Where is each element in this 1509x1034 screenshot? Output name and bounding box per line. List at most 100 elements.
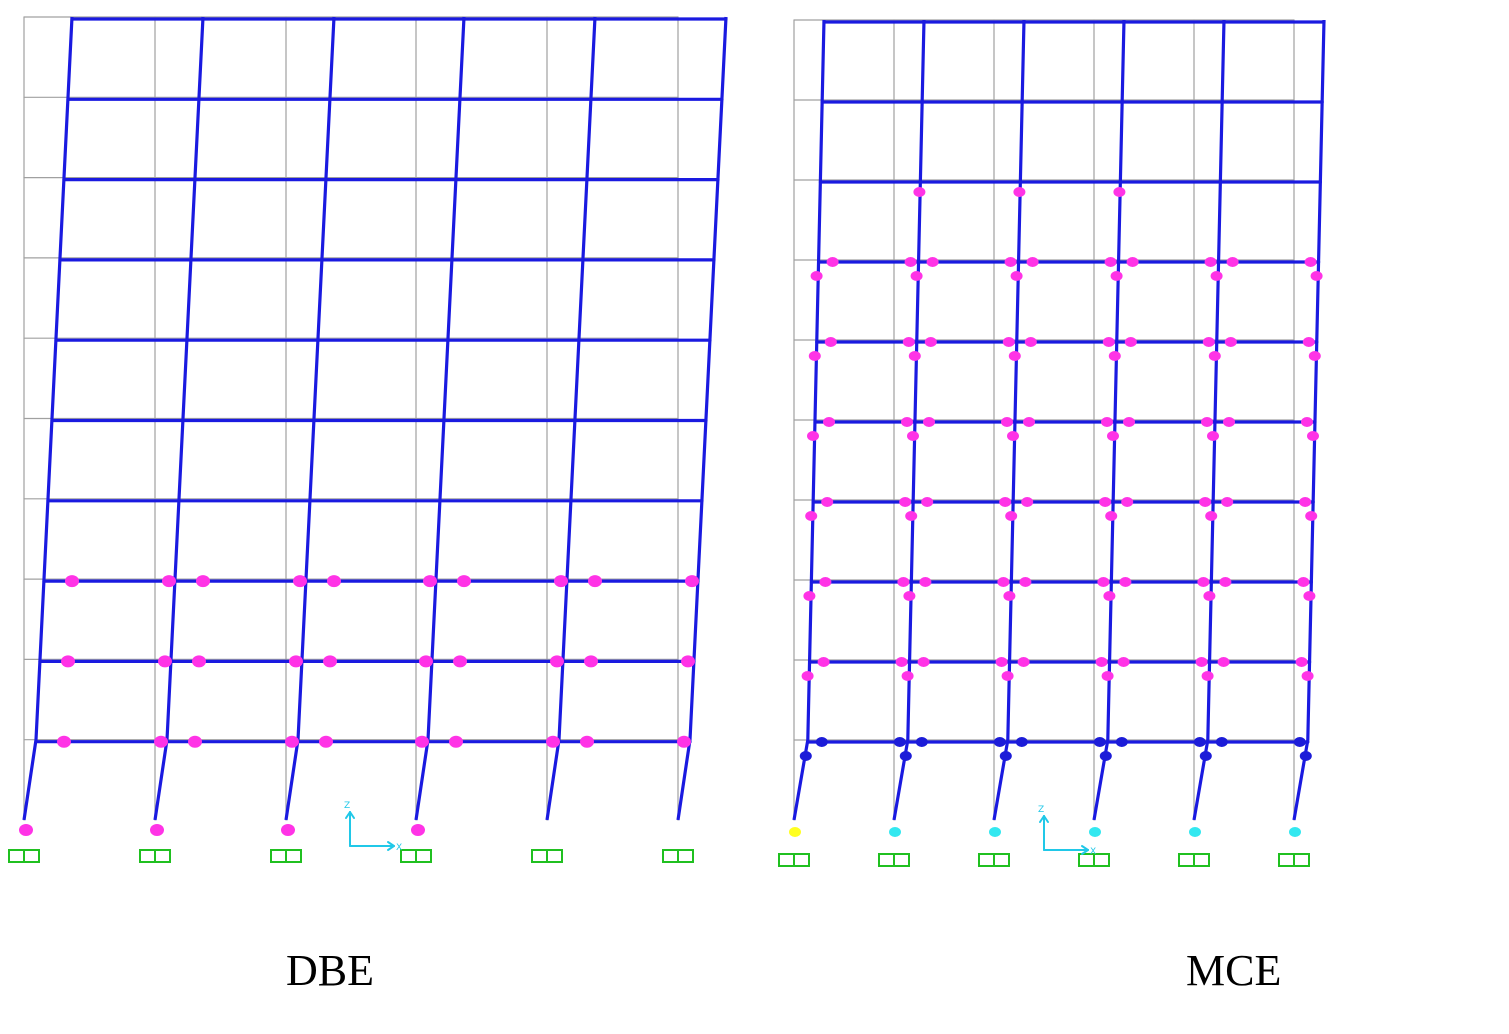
beam-hinge xyxy=(1001,417,1013,427)
column-hinge xyxy=(1107,431,1119,441)
column-hinge xyxy=(999,751,1012,761)
beam-hinge xyxy=(1302,337,1315,347)
beam-hinge xyxy=(554,575,568,588)
base-hinge xyxy=(411,824,425,836)
beam-hinge xyxy=(162,575,176,588)
beam-hinge xyxy=(1126,257,1139,267)
beam-hinge xyxy=(1026,257,1039,267)
column-hinge xyxy=(1113,187,1126,197)
beam-hinge xyxy=(1215,737,1228,747)
beam-hinge xyxy=(1121,497,1134,507)
column-hinge xyxy=(910,271,923,281)
axis-z-arrowhead xyxy=(345,811,351,819)
beam-hinge xyxy=(1297,577,1310,587)
axis-z-label: Z xyxy=(1038,805,1044,815)
caption-dbe: DBE xyxy=(286,946,374,995)
beam-hinge xyxy=(1204,257,1217,267)
base-hinge xyxy=(1289,827,1301,837)
beam-hinge xyxy=(921,497,934,507)
axis-z-arrowhead xyxy=(1039,815,1045,823)
column-hinge xyxy=(808,351,821,361)
column-hinge xyxy=(1307,431,1319,441)
column-hinge xyxy=(1303,591,1316,601)
deformed-column xyxy=(892,19,926,821)
beam-hinge xyxy=(902,337,915,347)
beam-hinge xyxy=(817,657,830,667)
beam-hinge xyxy=(677,735,691,748)
axis-x-arrowhead xyxy=(387,841,395,847)
column-hinge xyxy=(810,271,823,281)
beam-hinge xyxy=(1102,337,1115,347)
beam-hinge xyxy=(1124,337,1137,347)
base-hinge xyxy=(1189,827,1201,837)
beam-hinge xyxy=(1117,657,1130,667)
beam-hinge xyxy=(1224,337,1237,347)
column-hinge xyxy=(1003,591,1016,601)
column-hinge xyxy=(908,351,921,361)
beam-hinge xyxy=(1099,497,1112,507)
column-hinge xyxy=(805,511,818,521)
column-hinge xyxy=(1308,351,1321,361)
beam-hinge xyxy=(815,737,828,747)
column-hinge xyxy=(905,511,918,521)
column-hinge xyxy=(1108,351,1121,361)
beam-hinge xyxy=(580,735,594,748)
deformed-column xyxy=(1092,19,1126,821)
column-hinge xyxy=(913,187,926,197)
beam-hinge xyxy=(1093,737,1106,747)
column-hinge xyxy=(1210,271,1223,281)
beam-hinge xyxy=(154,735,168,748)
column-hinge xyxy=(903,591,916,601)
beam-hinge xyxy=(1002,337,1015,347)
beam-hinge xyxy=(1095,657,1108,667)
beam-hinge xyxy=(293,575,307,588)
beam-hinge xyxy=(1023,417,1035,427)
deformed-column xyxy=(1192,19,1226,821)
column-hinge xyxy=(907,431,919,441)
beam-hinge xyxy=(923,417,935,427)
column-hinge xyxy=(1101,671,1114,681)
beam-hinge xyxy=(904,257,917,267)
beam-hinge xyxy=(897,577,910,587)
axis-z-arrowhead xyxy=(1043,815,1049,823)
column-hinge xyxy=(1199,751,1212,761)
beam-hinge xyxy=(893,737,906,747)
column-hinge xyxy=(1103,591,1116,601)
beam-hinge xyxy=(285,735,299,748)
beam-hinge xyxy=(1301,417,1313,427)
column-hinge xyxy=(803,591,816,601)
beam-hinge xyxy=(915,737,928,747)
beam-hinge xyxy=(999,497,1012,507)
column-hinge xyxy=(901,671,914,681)
deformed-column xyxy=(284,16,336,821)
beam-hinge xyxy=(1299,497,1312,507)
column-hinge xyxy=(1007,431,1019,441)
deformed-column xyxy=(153,16,205,821)
column-hinge xyxy=(899,751,912,761)
column-hinge xyxy=(1305,511,1318,521)
beam-hinge xyxy=(192,655,206,668)
beam-hinge xyxy=(924,337,937,347)
base-hinge xyxy=(150,824,164,836)
deformed-column xyxy=(1292,19,1326,821)
beam-hinge xyxy=(1217,657,1230,667)
column-hinge xyxy=(1001,671,1014,681)
beam-hinge xyxy=(1017,657,1030,667)
column-hinge xyxy=(1010,271,1023,281)
beam-hinge xyxy=(550,655,564,668)
beam-hinge xyxy=(415,735,429,748)
deformed-column xyxy=(676,16,728,821)
column-hinge xyxy=(1207,431,1219,441)
column-hinge xyxy=(1005,511,1018,521)
beam-hinge xyxy=(449,735,463,748)
caption-mce: MCE xyxy=(1186,946,1282,995)
deformed-column xyxy=(992,19,1026,821)
column-hinge xyxy=(1299,751,1312,761)
deformed-column xyxy=(414,16,466,821)
beam-hinge xyxy=(196,575,210,588)
column-hinge xyxy=(1201,671,1214,681)
axis-z-arrowhead xyxy=(349,811,355,819)
beam-hinge xyxy=(584,655,598,668)
axis-x-arrowhead xyxy=(387,845,395,851)
